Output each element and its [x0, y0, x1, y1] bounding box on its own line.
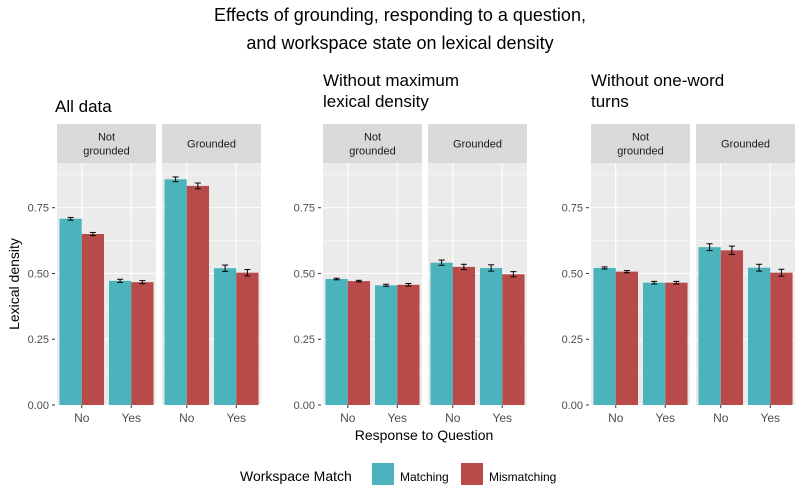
x-tick-label: No: [340, 411, 356, 425]
y-tick-label: 0.00: [294, 400, 315, 412]
bar-matching: [59, 218, 82, 405]
facet-strip-label: Grounded: [187, 139, 236, 151]
facet-strip-label: Not: [364, 132, 381, 144]
panel-title: turns: [591, 92, 629, 111]
y-tick-label: 0.50: [294, 268, 315, 280]
facet-strip-label: grounded: [83, 146, 130, 158]
facet-strip-label: grounded: [349, 146, 396, 158]
bar-matching: [374, 285, 398, 405]
panel-title: Without one-word: [591, 71, 724, 90]
bar-matching: [479, 267, 503, 405]
bar-mismatching: [720, 250, 744, 405]
chart-title-line-2: and workspace state on lexical density: [246, 33, 554, 53]
facet-strip: [323, 124, 422, 163]
bar-mismatching: [665, 282, 688, 405]
bar-matching: [213, 268, 237, 405]
x-tick-label: Yes: [655, 411, 675, 425]
y-tick-label: 0.50: [28, 268, 49, 280]
y-tick-label: 0.25: [28, 334, 49, 346]
y-tick-label: 0.75: [294, 203, 315, 215]
bar-mismatching: [502, 274, 525, 405]
legend-title: Workspace Match: [240, 468, 352, 484]
bar-matching: [747, 267, 771, 405]
x-tick-label: Yes: [226, 411, 246, 425]
y-tick-label: 0.25: [562, 334, 583, 346]
bar-matching: [642, 282, 666, 405]
legend-swatch-mismatching: [461, 463, 483, 485]
bar-mismatching: [81, 234, 105, 405]
bar-matching: [593, 267, 616, 405]
y-tick-label: 0.00: [562, 400, 583, 412]
y-axis-label: Lexical density: [6, 238, 22, 330]
y-tick-label: 0.75: [28, 203, 49, 215]
bar-mismatching: [131, 282, 154, 405]
bar-mismatching: [236, 272, 259, 405]
facet-strip: [428, 124, 527, 163]
bar-mismatching: [347, 281, 371, 405]
bar-matching: [108, 280, 132, 405]
y-tick-label: 0.50: [562, 268, 583, 280]
x-tick-label: Yes: [492, 411, 512, 425]
x-tick-label: No: [74, 411, 90, 425]
x-tick-label: No: [713, 411, 729, 425]
x-tick-label: No: [608, 411, 624, 425]
panel-title: Without maximum: [323, 71, 459, 90]
legend-swatch-matching: [372, 463, 394, 485]
x-tick-label: No: [179, 411, 195, 425]
y-tick-label: 0.75: [562, 203, 583, 215]
y-tick-label: 0.25: [294, 334, 315, 346]
bar-matching: [164, 179, 187, 405]
x-tick-label: Yes: [121, 411, 141, 425]
facet-strip: [591, 124, 690, 163]
bar-mismatching: [452, 266, 476, 405]
facet-strip: [696, 124, 795, 163]
x-axis-label: Response to Question: [355, 427, 494, 443]
bar-mismatching: [397, 284, 420, 405]
bar-mismatching: [186, 185, 210, 405]
legend-label-mismatching: Mismatching: [489, 470, 556, 484]
panel-title: All data: [55, 97, 112, 116]
x-tick-label: Yes: [760, 411, 780, 425]
y-tick-label: 0.00: [28, 400, 49, 412]
bar-matching: [698, 247, 721, 405]
panel-title: lexical density: [323, 92, 429, 111]
chart-title-line-1: Effects of grounding, responding to a qu…: [214, 5, 586, 25]
facet-strip: [57, 124, 156, 163]
facet-strip-label: Grounded: [721, 139, 770, 151]
legend-label-matching: Matching: [400, 470, 449, 484]
facet-strip-label: Not: [98, 132, 115, 144]
bar-mismatching: [615, 271, 639, 405]
facet-strip-label: Not: [632, 132, 649, 144]
bar-matching: [430, 262, 453, 405]
facet-strip-label: grounded: [617, 146, 664, 158]
bar-mismatching: [770, 272, 793, 405]
facet-strip-label: Grounded: [453, 139, 502, 151]
facet-strip: [162, 124, 261, 163]
x-tick-label: No: [445, 411, 461, 425]
bar-matching: [325, 279, 348, 405]
x-tick-label: Yes: [387, 411, 407, 425]
